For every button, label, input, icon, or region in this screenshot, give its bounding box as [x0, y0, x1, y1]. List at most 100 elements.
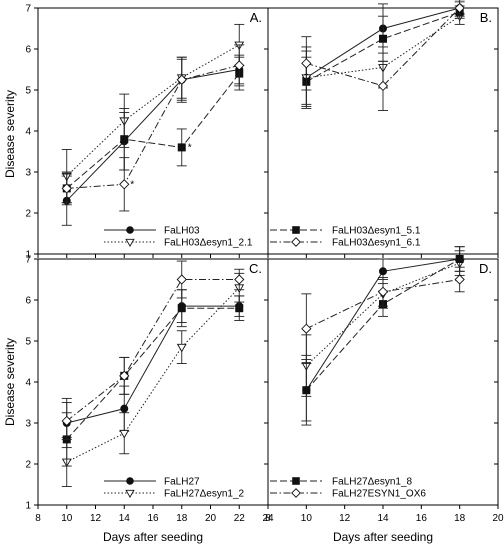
- x-tick-label: 10: [61, 513, 73, 524]
- data-point: [378, 267, 387, 276]
- legend-label: FaLH27: [164, 477, 200, 488]
- series-3: [61, 44, 245, 212]
- y-tick-label: 1: [25, 501, 31, 512]
- x-tick-label: 12: [90, 513, 102, 524]
- data-point: [454, 2, 465, 14]
- data-point: [234, 60, 245, 71]
- legend-marker: [292, 477, 300, 485]
- data-point: [455, 254, 464, 263]
- panel-b: B.: [264, 0, 499, 258]
- legend-marker: [291, 237, 301, 247]
- data-point: [119, 429, 130, 439]
- data-point: [378, 34, 387, 43]
- panel-label: C.: [249, 261, 262, 276]
- data-point: [234, 274, 245, 285]
- x-tick-label: 22: [234, 513, 246, 524]
- x-tick-label: 24: [262, 513, 274, 524]
- data-point: [119, 179, 130, 190]
- y-tick-label: 4: [25, 378, 31, 389]
- legend-label: FaLH27ESYN1_OX6: [332, 489, 426, 500]
- y-tick-label: 1: [25, 250, 31, 261]
- y-tick-label: 6: [25, 45, 31, 56]
- y-tick-label: 6: [25, 296, 31, 307]
- series-line: [66, 44, 240, 177]
- x-tick-label: 18: [176, 513, 188, 524]
- x-tick-label: 18: [454, 513, 466, 524]
- legend-label: FaLH27Δesyn1_2: [164, 489, 245, 500]
- series-line: [66, 305, 240, 424]
- x-axis-label-left: Days after seeding: [103, 530, 203, 544]
- data-point: [61, 415, 72, 427]
- panels-group: 1234567A.**FaLH03FaLH03Δesyn1_2.1FaLH03Δ…: [25, 0, 504, 524]
- series-2: [61, 289, 245, 467]
- x-tick-label: 10: [301, 513, 313, 524]
- series-line: [66, 287, 240, 463]
- panel-label: D.: [479, 261, 492, 276]
- data-point: [176, 274, 187, 285]
- series-1: [61, 272, 245, 487]
- legend-marker: [126, 477, 134, 485]
- data-point: [177, 143, 186, 152]
- series-0: [61, 289, 245, 449]
- x-tick-label: 16: [416, 513, 428, 524]
- y-tick-label: 3: [25, 419, 31, 430]
- x-tick-label: 8: [265, 513, 271, 524]
- series-line: [306, 11, 460, 83]
- y-tick-label: 4: [25, 127, 31, 138]
- panel-label: A.: [250, 10, 262, 25]
- legend-label: FaLH03Δesyn1_2.1: [164, 238, 253, 249]
- x-tick-label: 12: [339, 513, 351, 524]
- data-point: [301, 323, 312, 334]
- data-point: [235, 304, 244, 313]
- x-tick-label: 14: [119, 513, 131, 524]
- y-tick-label: 7: [25, 255, 31, 266]
- x-tick-label: 20: [205, 513, 217, 524]
- y-axis-label-top: Disease severity: [3, 90, 17, 178]
- significance-annotation: *: [188, 142, 192, 153]
- y-tick-label: 2: [25, 460, 31, 471]
- data-point: [302, 386, 311, 395]
- y-tick-label: 2: [25, 209, 31, 220]
- series-line: [66, 279, 240, 422]
- data-point: [61, 183, 72, 194]
- y-tick-label: 5: [25, 337, 31, 348]
- data-point: [377, 286, 389, 297]
- data-point: [176, 343, 187, 353]
- series-0: [61, 54, 245, 226]
- y-tick-label: 5: [25, 86, 31, 97]
- x-tick-label: 8: [35, 513, 41, 524]
- series-line: [66, 64, 240, 189]
- x-tick-label: 20: [492, 513, 504, 524]
- series-line: [66, 69, 240, 202]
- legend-label: FaLH03: [164, 226, 200, 237]
- data-point: [177, 304, 186, 313]
- series-line: [66, 307, 240, 440]
- legend-marker: [125, 489, 135, 498]
- panel-label: B.: [480, 10, 492, 25]
- x-tick-label: 14: [377, 513, 389, 524]
- legend-label: FaLH27Δesyn1_8: [332, 477, 413, 488]
- data-point: [120, 135, 129, 144]
- data-point: [454, 274, 465, 285]
- series-line: [66, 73, 240, 189]
- y-axis-label-bottom: Disease severity: [3, 338, 17, 426]
- y-tick-label: 7: [25, 4, 31, 15]
- legend-label: FaLH03Δesyn1_5.1: [332, 226, 421, 237]
- data-point: [119, 370, 130, 381]
- data-point: [120, 404, 129, 413]
- panel-d: 8 10 12 14 16 18 20 D.: [264, 246, 504, 524]
- y-tick-label: 3: [25, 168, 31, 179]
- series-1: [61, 23, 245, 204]
- data-point: [377, 80, 389, 92]
- data-point: [301, 58, 312, 69]
- series-3: [301, 266, 465, 364]
- legend-marker: [125, 238, 135, 247]
- data-point: [176, 74, 187, 85]
- legend-marker: [292, 226, 300, 234]
- series-3: [61, 260, 245, 440]
